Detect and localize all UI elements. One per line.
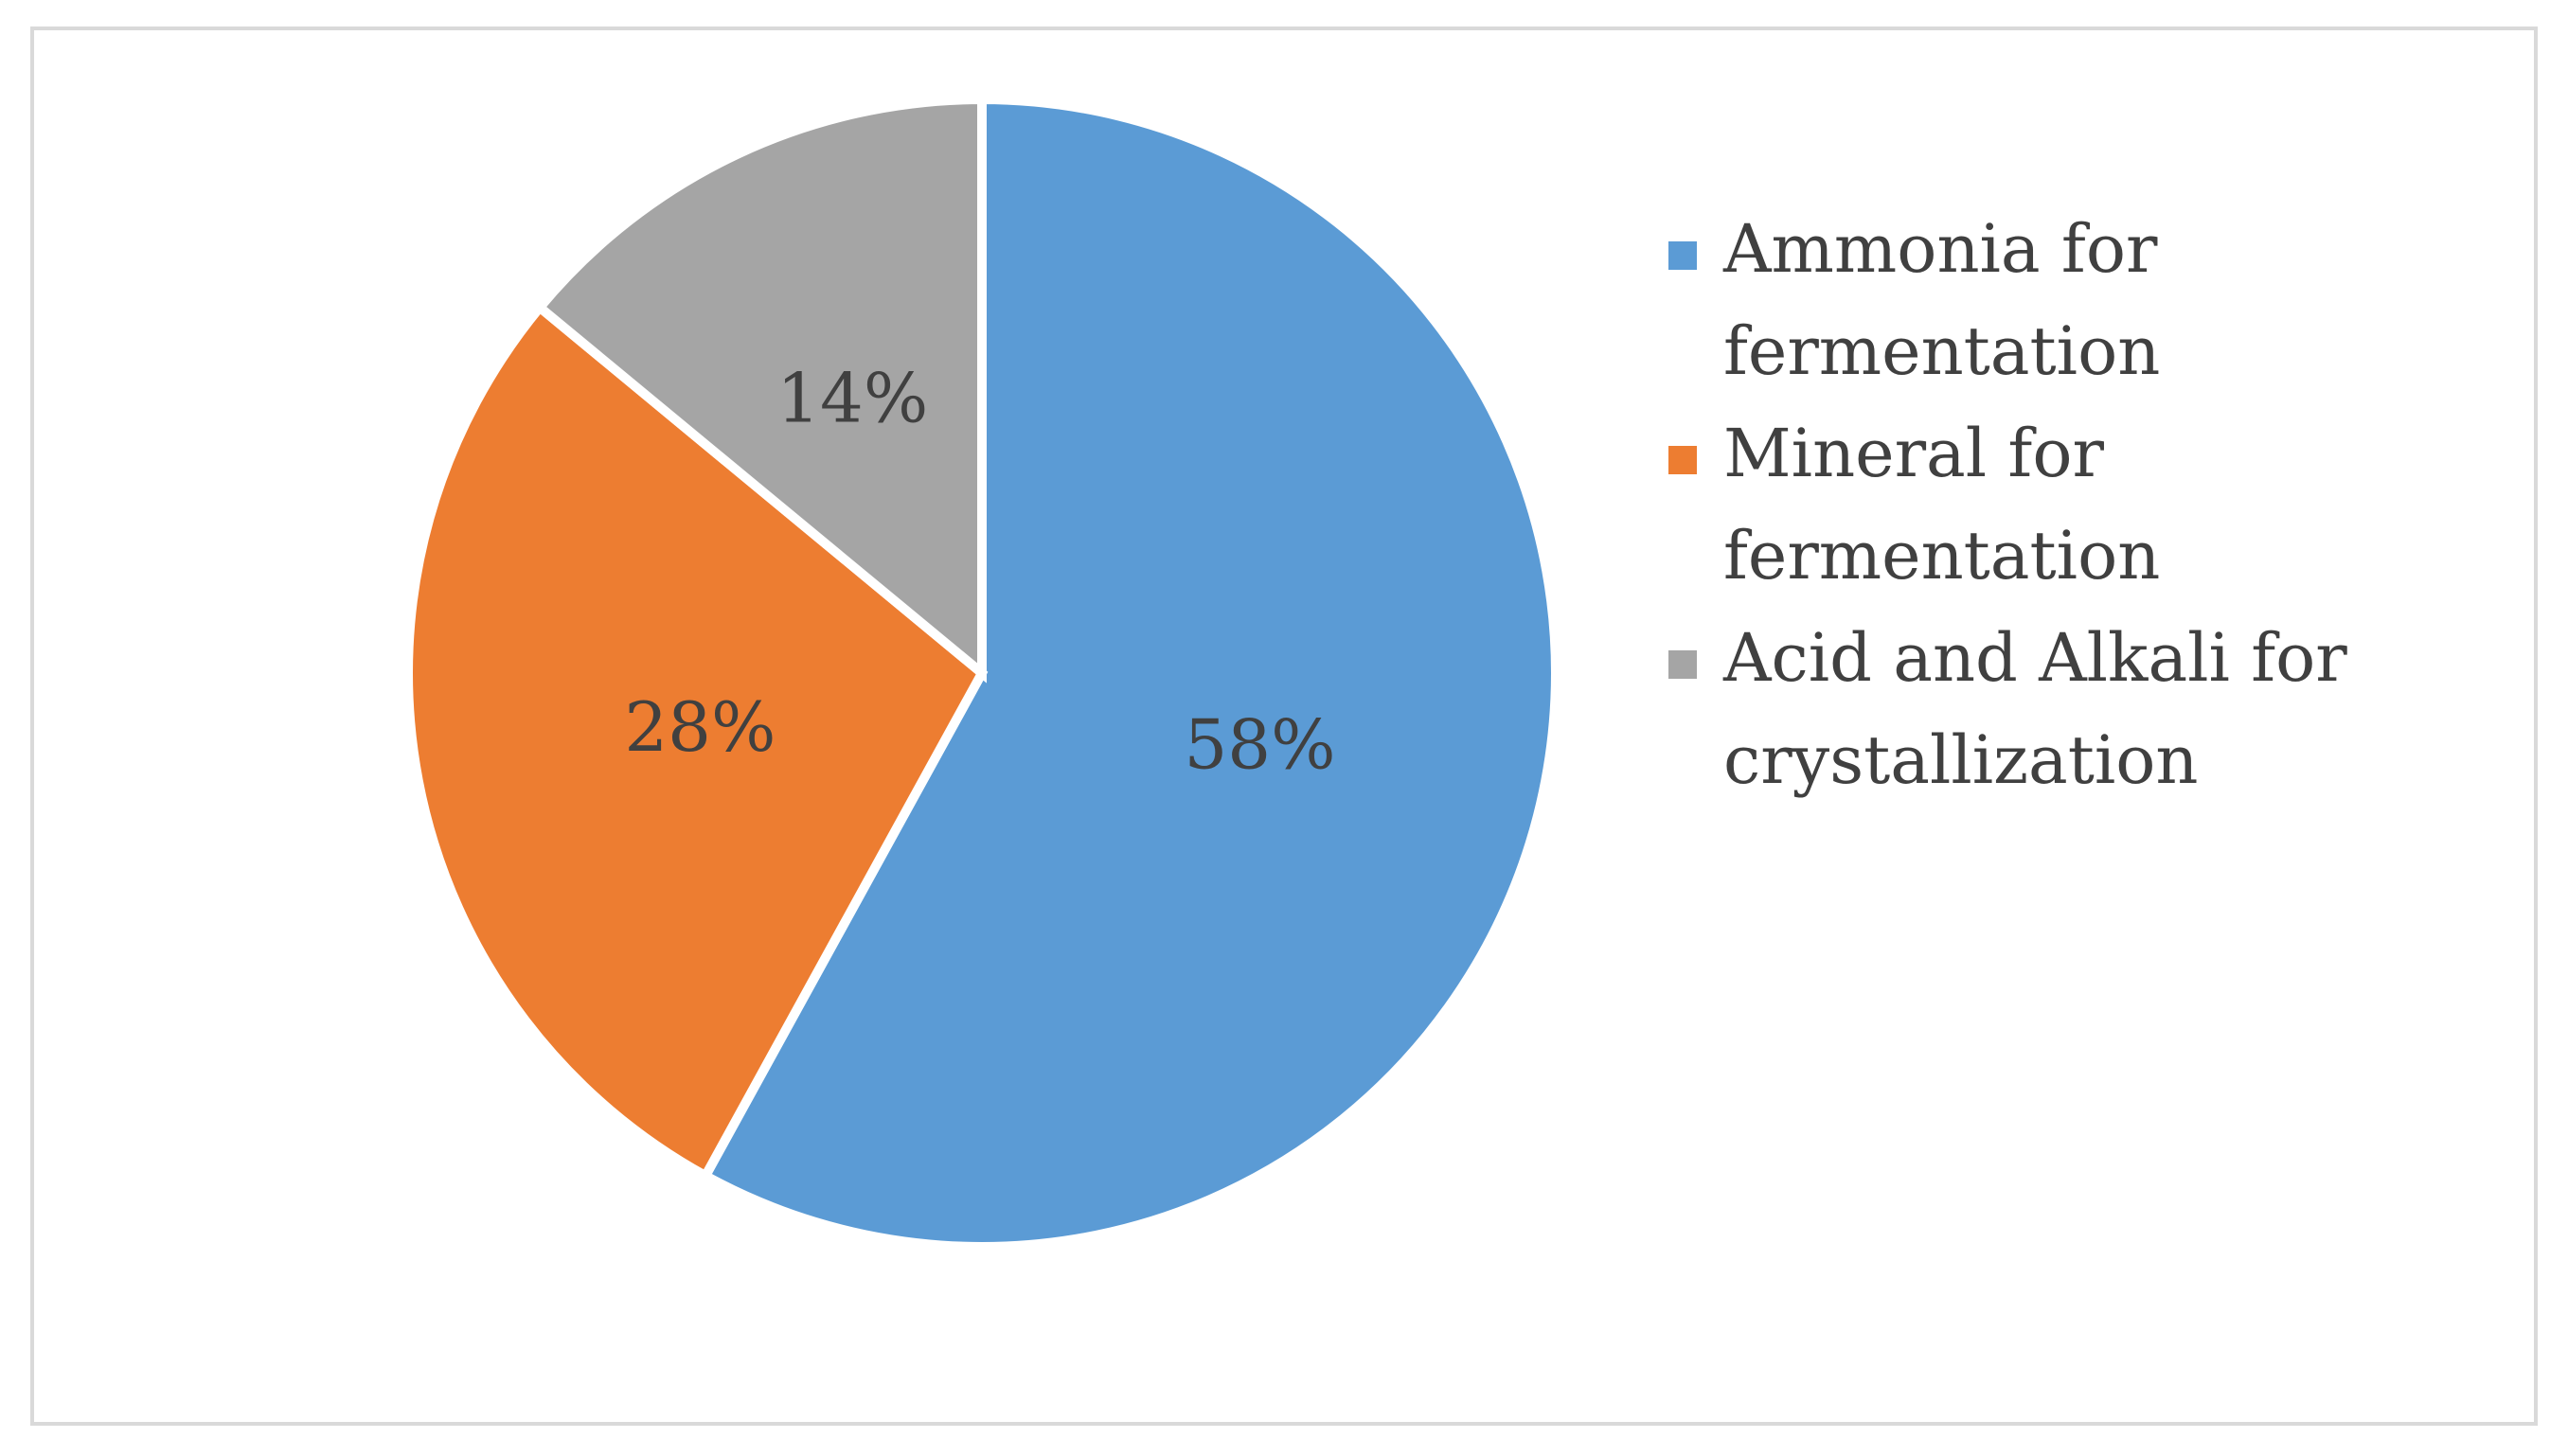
legend-label: Ammonia for xyxy=(1722,210,2158,288)
legend-swatch xyxy=(1668,650,1697,679)
legend-label: fermentation xyxy=(1723,312,2160,390)
legend-label: crystallization xyxy=(1723,721,2199,799)
pie-slice-acid-and-alkali-for-crystallization xyxy=(533,94,987,684)
pie-slices xyxy=(403,94,1560,1252)
pie-data-labels: 58% 28% 14% xyxy=(624,358,1335,784)
pie-slice-ammonia-for-fermentation xyxy=(699,94,1560,1252)
data-label-acid-and-alkali-for-crystallization: 14% xyxy=(776,358,928,437)
legend-entry-mineral-for-fermentation: Mineral for fermentation xyxy=(1668,415,2160,595)
legend-label: Mineral for xyxy=(1723,415,2104,492)
legend-swatch xyxy=(1668,446,1697,474)
legend-entry-ammonia-for-fermentation: Ammonia for fermentation xyxy=(1668,210,2160,390)
legend-label: Acid and Alkali for xyxy=(1722,619,2347,697)
data-label-ammonia-for-fermentation: 58% xyxy=(1184,704,1335,784)
legend-swatch xyxy=(1668,241,1697,270)
pie-slice-mineral-for-fermentation xyxy=(403,300,989,1182)
legend: Ammonia for fermentation Mineral for fermen… xyxy=(1668,210,2347,799)
legend-entry-acid-and-alkali-for-crystallization: Acid and Alkali for crystallization xyxy=(1668,619,2347,799)
legend-label: fermentation xyxy=(1723,517,2160,595)
data-label-mineral-for-fermentation: 28% xyxy=(624,687,776,767)
